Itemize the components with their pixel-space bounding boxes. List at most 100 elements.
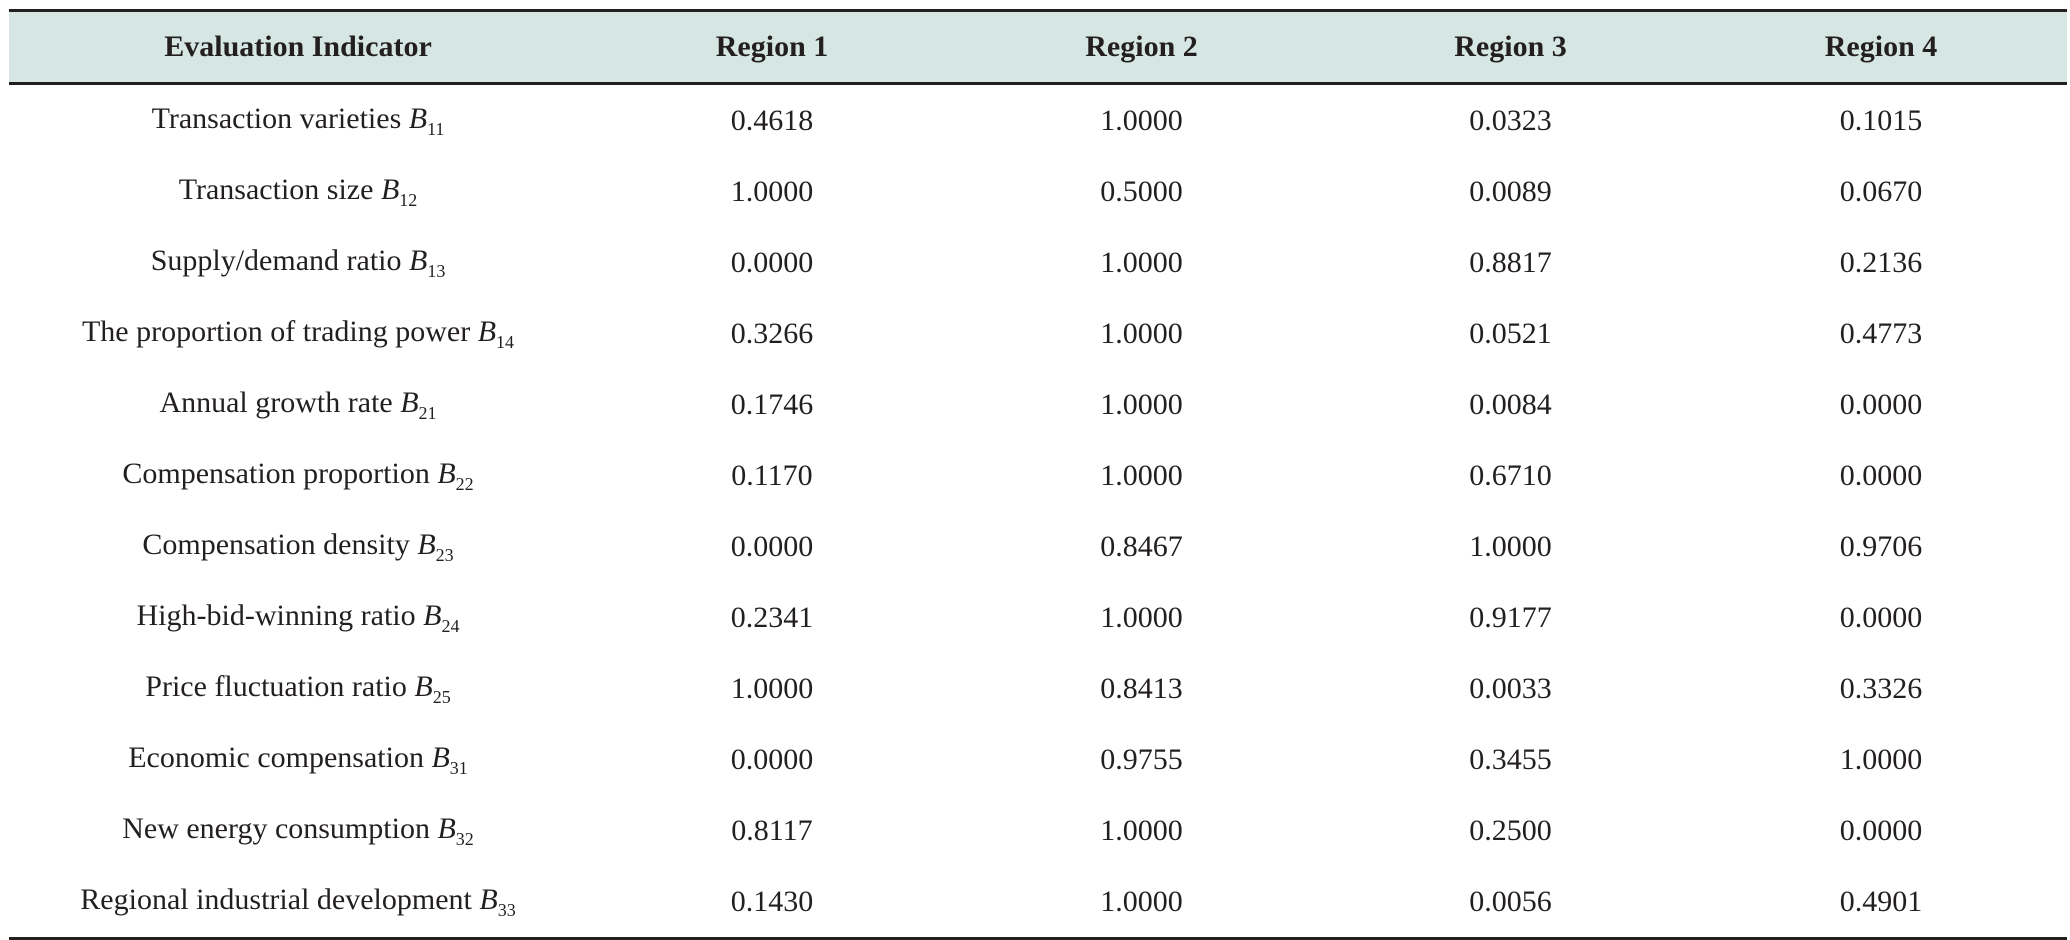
region-1-value: 0.4618: [730, 103, 814, 137]
region-4-value: 0.0000: [1839, 813, 1923, 847]
region-1-value: 0.1430: [587, 866, 957, 940]
table-row: The proportion of trading power B14 0.326…: [9, 298, 2067, 369]
indicator-subscript: 33: [497, 899, 516, 920]
indicator-cell: Price fluctuation ratio B25: [9, 653, 587, 724]
indicator-label: Economic compensation: [128, 740, 424, 774]
region-2-value: 1.0000: [957, 866, 1326, 940]
indicator-cell: Transaction varieties B11: [9, 84, 587, 157]
indicator-symbol: B: [431, 740, 450, 774]
indicator-label: Transaction size: [178, 172, 374, 206]
region-2-value: 1.0000: [1100, 245, 1183, 279]
data-table-container: Evaluation Indicator Region 1 Region 2 R…: [9, 9, 2067, 940]
indicator-label: Compensation proportion: [122, 456, 430, 490]
region-2-value: 0.9755: [1100, 742, 1183, 776]
indicator-label: Compensation density: [142, 527, 410, 561]
region-2-value: 1.0000: [1100, 316, 1183, 350]
region-4-value: 0.0000: [1839, 458, 1923, 492]
header-region-1: Region 1: [587, 9, 957, 85]
region-4-value: 0.4773: [1839, 316, 1923, 350]
indicator-cell: Compensation density B23: [9, 511, 587, 582]
region-1-value: 0.1746: [730, 387, 814, 421]
table-row: Compensation density B23 0.0000 0.8467 1.00…: [9, 511, 2067, 582]
indicator-symbol: B: [423, 598, 442, 632]
region-3-value: 0.0089: [1469, 174, 1552, 208]
region-3-value: 0.0056: [1326, 866, 1695, 940]
indicator-symbol: B: [408, 101, 428, 135]
indicator-cell: High-bid-winning ratio B24: [9, 582, 587, 653]
indicator-cell: Annual growth rate B21: [9, 369, 587, 440]
table-row: Price fluctuation ratio B25 1.0000 0.8413 0…: [9, 653, 2067, 724]
header-row: Evaluation Indicator Region 1 Region 2 R…: [9, 9, 2067, 85]
region-1-value: 0.1170: [731, 458, 813, 492]
indicator-symbol: B: [380, 172, 400, 206]
region-4-value: 0.0000: [1839, 600, 1923, 634]
table-header: Evaluation Indicator Region 1 Region 2 R…: [9, 9, 2067, 85]
indicator-cell: New energy consumption B32: [9, 795, 587, 866]
region-2-value: 0.8467: [1100, 529, 1183, 563]
region-2-value: 1.0000: [1100, 813, 1183, 847]
indicator-symbol: B: [408, 243, 428, 277]
region-2-value: 0.8413: [1100, 671, 1183, 705]
region-4-value: 0.9706: [1839, 529, 1923, 563]
indicator-cell: Regional industrial development B33: [9, 866, 587, 940]
indicator-label: Annual growth rate: [159, 385, 393, 419]
header-evaluation-indicator: Evaluation Indicator: [9, 9, 587, 85]
region-1-value: 1.0000: [730, 174, 814, 208]
region-3-value: 0.3455: [1469, 742, 1552, 776]
indicator-symbol: B: [437, 456, 456, 490]
region-4-value: 0.3326: [1839, 671, 1923, 705]
region-3-value: 0.0084: [1469, 387, 1552, 421]
indicator-subscript: 14: [496, 331, 515, 352]
region-1-value: 0.8117: [731, 813, 813, 847]
region-3-value: 0.6710: [1469, 458, 1552, 492]
region-1-value: 0.0000: [730, 742, 814, 776]
evaluation-indicator-table: Evaluation Indicator Region 1 Region 2 R…: [9, 9, 2067, 940]
region-1-value: 1.0000: [730, 671, 814, 705]
region-4-value: 0.4901: [1695, 866, 2067, 940]
indicator-label: Price fluctuation ratio: [145, 669, 407, 703]
table-row: Transaction size B12 1.0000 0.5000 0.0089 0.…: [9, 156, 2067, 227]
table-body: Transaction varieties B11 0.4618 1.0000 0.0…: [9, 84, 2067, 940]
indicator-symbol: B: [414, 669, 433, 703]
region-1-value: 0.0000: [730, 245, 814, 279]
header-region-4: Region 4: [1695, 9, 2067, 85]
region-3-value: 1.0000: [1469, 529, 1552, 563]
table-row: Economic compensation B31 0.0000 0.9755 0.3…: [9, 724, 2067, 795]
indicator-symbol: B: [479, 882, 498, 916]
region-2-value: 1.0000: [1100, 600, 1183, 634]
region-3-value: 0.0033: [1469, 671, 1552, 705]
table-row: Transaction varieties B11 0.4618 1.0000 0.0…: [9, 84, 2067, 157]
indicator-cell: Economic compensation B31: [9, 724, 587, 795]
region-1-value: 0.3266: [730, 316, 814, 350]
region-3-value: 0.2500: [1469, 813, 1552, 847]
indicator-subscript: 12: [399, 189, 418, 210]
region-4-value: 0.0670: [1839, 174, 1923, 208]
table-row: Annual growth rate B21 0.1746 1.0000 0.0084…: [9, 369, 2067, 440]
indicator-label: Regional industrial development: [80, 882, 472, 916]
indicator-subscript: 25: [432, 686, 451, 707]
region-2-value: 0.5000: [1100, 174, 1183, 208]
region-3-value: 0.0323: [1469, 103, 1552, 137]
region-4-value: 1.0000: [1839, 742, 1923, 776]
header-region-2: Region 2: [957, 9, 1326, 85]
indicator-cell: Supply/demand ratio B13: [9, 227, 587, 298]
indicator-cell: The proportion of trading power B14: [9, 298, 587, 369]
indicator-subscript: 22: [455, 473, 474, 494]
region-2-value: 1.0000: [1100, 387, 1183, 421]
region-2-value: 1.0000: [1100, 458, 1183, 492]
indicator-subscript: 11: [427, 118, 445, 139]
region-4-value: 0.2136: [1839, 245, 1923, 279]
table-row: New energy consumption B32 0.8117 1.0000 0.…: [9, 795, 2067, 866]
indicator-subscript: 13: [427, 260, 446, 281]
indicator-subscript: 21: [418, 402, 437, 423]
indicator-cell: Transaction size B12: [9, 156, 587, 227]
indicator-subscript: 24: [441, 615, 460, 636]
indicator-label: The proportion of trading power: [81, 314, 471, 348]
region-1-value: 0.0000: [730, 529, 814, 563]
indicator-symbol: B: [477, 314, 497, 348]
indicator-symbol: B: [400, 385, 419, 419]
region-4-value: 0.1015: [1839, 103, 1923, 137]
header-region-3: Region 3: [1326, 9, 1695, 85]
table-row: Regional industrial development B33 0.143…: [9, 866, 2067, 940]
indicator-subscript: 23: [435, 544, 454, 565]
